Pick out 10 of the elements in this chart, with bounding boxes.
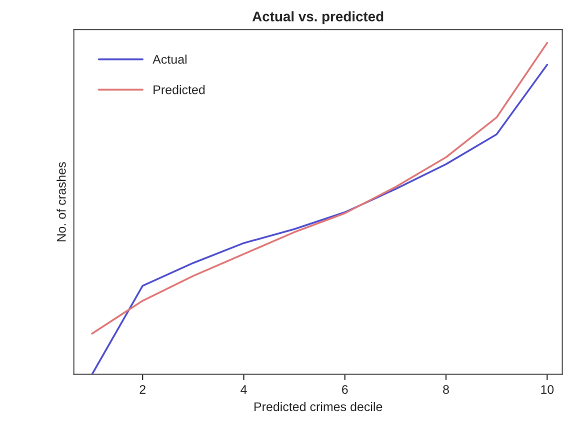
x-axis-title: Predicted crimes decile xyxy=(254,402,382,412)
legend-label: Actual xyxy=(152,54,186,64)
x-tick-label: 2 xyxy=(140,385,146,394)
x-tick-label: 8 xyxy=(443,385,449,394)
x-tick-label: 10 xyxy=(541,385,554,394)
x-tick-label: 4 xyxy=(240,385,247,394)
legend-label: Predicted xyxy=(154,85,205,94)
y-axis-title: No. of crashes xyxy=(56,162,66,242)
x-tick-label: 6 xyxy=(342,385,348,394)
chart-title: Actual vs. predicted xyxy=(252,11,384,24)
